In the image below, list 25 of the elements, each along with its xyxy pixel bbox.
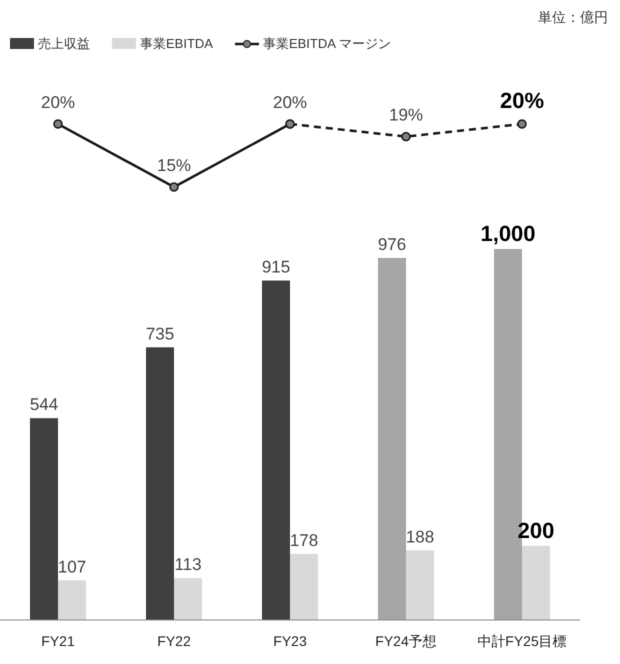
data-label: 1,000 bbox=[480, 221, 536, 246]
legend-label: 事業EBITDA bbox=[140, 36, 214, 51]
data-label: 15% bbox=[156, 156, 192, 175]
legend: 事業EBITDA マージン bbox=[234, 36, 391, 51]
x-tick-label: FY24予想 bbox=[375, 633, 437, 649]
data-label: 113 bbox=[174, 555, 202, 574]
text: 単位：億円 bbox=[538, 9, 608, 25]
data-label: 107 bbox=[58, 557, 86, 576]
x-tick-label: FY22 bbox=[157, 633, 191, 649]
x-tick-label: FY23 bbox=[273, 633, 307, 649]
data-label: 178 bbox=[290, 530, 318, 550]
data-label: 735 bbox=[146, 324, 174, 344]
x-tick-label: 中計FY25目標 bbox=[477, 633, 567, 649]
data-label: 200 bbox=[518, 518, 554, 543]
data-label: 544 bbox=[30, 395, 58, 414]
data-label: 20% bbox=[500, 88, 544, 113]
legend-label: 事業EBITDA マージン bbox=[262, 36, 391, 51]
data-label: 188 bbox=[406, 527, 434, 546]
data-label: 915 bbox=[262, 258, 290, 277]
data-label: 19% bbox=[388, 106, 424, 125]
data-label: 20% bbox=[40, 93, 76, 112]
data-label: 20% bbox=[272, 93, 308, 112]
data-label: 976 bbox=[378, 234, 406, 254]
legend-label: 売上収益 bbox=[38, 36, 90, 51]
x-tick-label: FY21 bbox=[41, 633, 75, 649]
